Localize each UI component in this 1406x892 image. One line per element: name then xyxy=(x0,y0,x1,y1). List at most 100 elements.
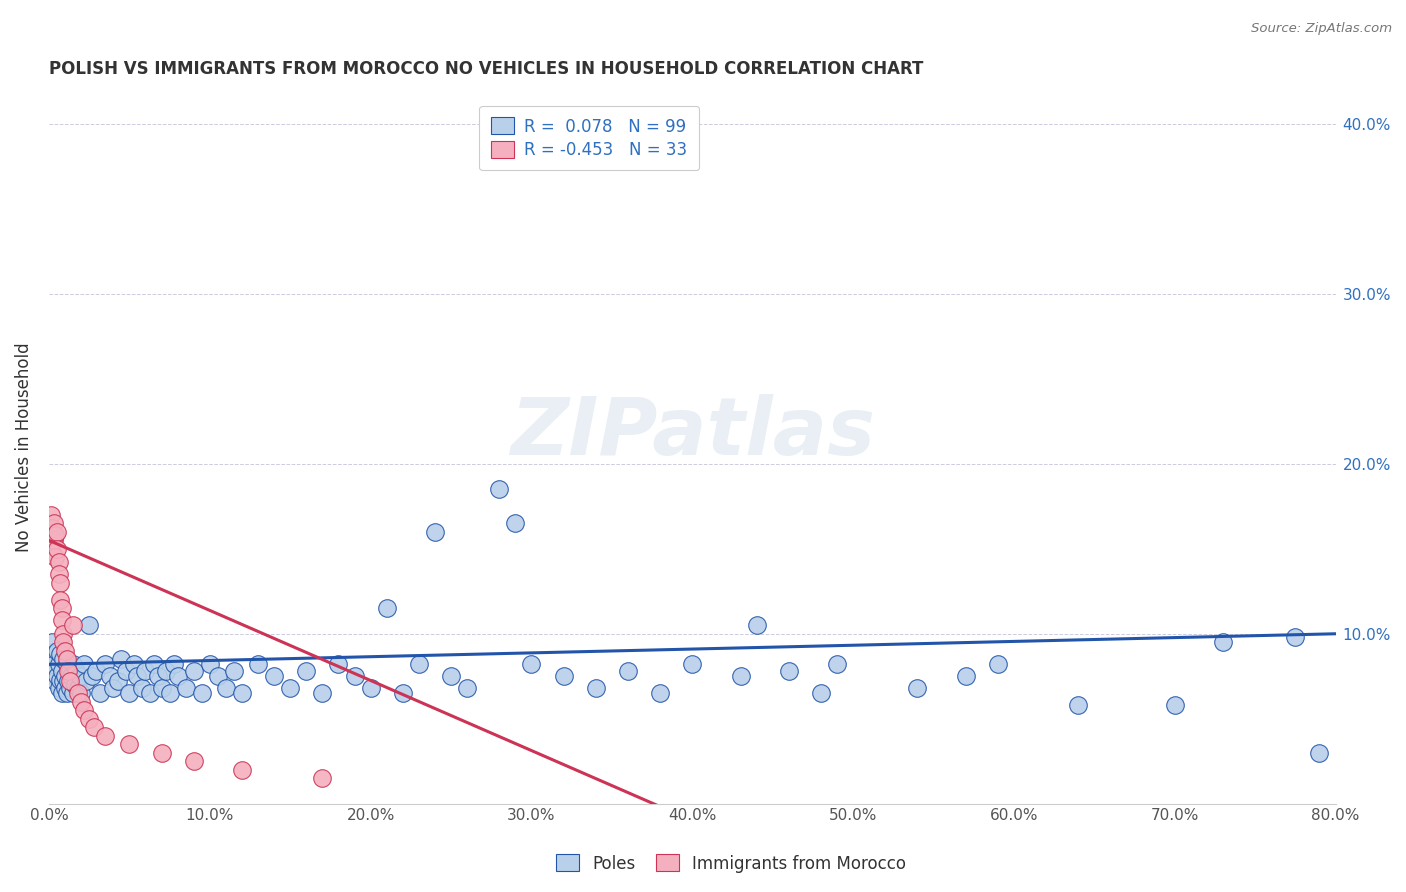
Point xyxy=(44,664,66,678)
Point xyxy=(1164,698,1187,712)
Point xyxy=(150,681,173,695)
Point xyxy=(127,669,149,683)
Point xyxy=(83,720,105,734)
Point xyxy=(150,746,173,760)
Point xyxy=(75,674,97,689)
Point xyxy=(585,681,607,695)
Point xyxy=(70,686,93,700)
Point xyxy=(139,686,162,700)
Point xyxy=(553,669,575,683)
Point xyxy=(82,669,104,683)
Point xyxy=(115,664,138,678)
Point xyxy=(51,664,73,678)
Point xyxy=(41,521,63,535)
Point xyxy=(63,678,86,692)
Point xyxy=(408,657,430,672)
Point xyxy=(198,657,221,672)
Point xyxy=(77,618,100,632)
Point xyxy=(62,686,84,700)
Point xyxy=(49,673,72,687)
Point xyxy=(49,592,72,607)
Point xyxy=(103,681,125,695)
Point xyxy=(131,681,153,695)
Point xyxy=(94,729,117,743)
Point xyxy=(48,556,70,570)
Point xyxy=(183,754,205,768)
Point xyxy=(505,516,527,531)
Point xyxy=(98,669,121,683)
Point xyxy=(59,674,82,689)
Point xyxy=(440,669,463,683)
Point xyxy=(263,669,285,683)
Point xyxy=(215,681,238,695)
Point xyxy=(55,652,77,666)
Legend: Poles, Immigrants from Morocco: Poles, Immigrants from Morocco xyxy=(550,847,912,880)
Point xyxy=(617,664,640,678)
Point xyxy=(520,657,543,672)
Point xyxy=(41,545,63,559)
Point xyxy=(247,657,270,672)
Point xyxy=(49,575,72,590)
Point xyxy=(73,703,96,717)
Point xyxy=(73,657,96,672)
Point xyxy=(825,657,848,672)
Point xyxy=(66,681,89,695)
Point xyxy=(49,647,72,661)
Point xyxy=(52,627,75,641)
Point xyxy=(51,613,73,627)
Point xyxy=(163,657,186,672)
Point xyxy=(59,681,82,695)
Point xyxy=(391,686,413,700)
Point xyxy=(66,686,89,700)
Point xyxy=(42,657,65,672)
Point xyxy=(46,541,69,556)
Point xyxy=(311,771,333,785)
Y-axis label: No Vehicles in Household: No Vehicles in Household xyxy=(15,343,32,552)
Point xyxy=(456,681,478,695)
Point xyxy=(730,669,752,683)
Point xyxy=(681,657,703,672)
Point xyxy=(62,657,84,672)
Point xyxy=(39,657,62,672)
Point xyxy=(41,635,63,649)
Point xyxy=(1212,635,1234,649)
Point xyxy=(65,664,87,678)
Point xyxy=(118,737,141,751)
Point xyxy=(142,657,165,672)
Point xyxy=(810,686,832,700)
Point xyxy=(53,669,76,683)
Point xyxy=(84,664,107,678)
Point xyxy=(42,647,65,661)
Point xyxy=(222,664,245,678)
Point xyxy=(183,664,205,678)
Point xyxy=(46,524,69,539)
Point xyxy=(118,686,141,700)
Point xyxy=(423,524,446,539)
Point xyxy=(53,644,76,658)
Point xyxy=(52,635,75,649)
Point xyxy=(48,681,70,695)
Point xyxy=(987,657,1010,672)
Point xyxy=(343,669,366,683)
Point xyxy=(58,664,80,678)
Point xyxy=(148,669,170,683)
Text: Source: ZipAtlas.com: Source: ZipAtlas.com xyxy=(1251,22,1392,36)
Text: ZIPatlas: ZIPatlas xyxy=(510,393,875,472)
Point xyxy=(52,674,75,689)
Point xyxy=(48,567,70,582)
Point xyxy=(159,686,181,700)
Point xyxy=(122,657,145,672)
Point xyxy=(48,657,70,672)
Point xyxy=(55,686,77,700)
Point xyxy=(328,657,350,672)
Point xyxy=(1308,746,1330,760)
Point xyxy=(295,664,318,678)
Point xyxy=(648,686,671,700)
Point xyxy=(190,686,212,700)
Point xyxy=(59,664,82,678)
Point xyxy=(955,669,977,683)
Point xyxy=(44,528,66,542)
Point xyxy=(39,508,62,522)
Point xyxy=(107,674,129,689)
Point xyxy=(58,674,80,689)
